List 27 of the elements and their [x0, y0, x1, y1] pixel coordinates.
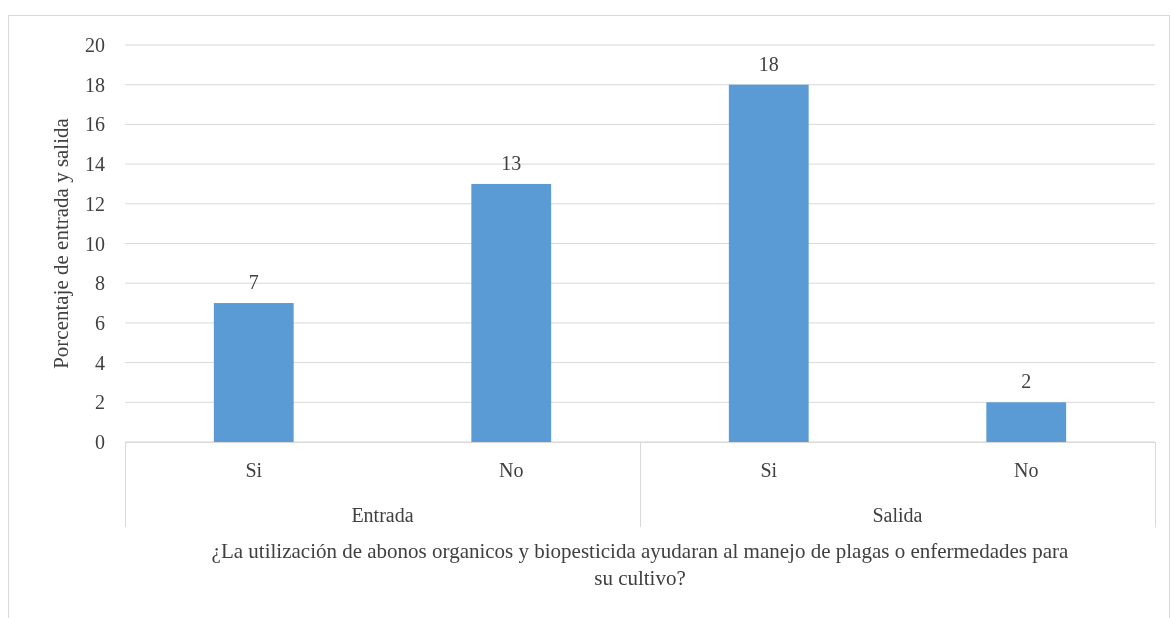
y-tick-label: 14: [85, 153, 105, 176]
y-tick-label: 16: [85, 113, 105, 136]
data-label: 18: [758, 52, 779, 75]
data-label: 13: [501, 151, 522, 174]
x-tick-label: No: [499, 459, 524, 481]
y-tick-label: 10: [85, 232, 105, 255]
text: Entrada: [351, 504, 414, 526]
y-tick-label: 8: [95, 272, 105, 295]
y-tick-label: 6: [95, 311, 105, 334]
bar: [213, 303, 294, 442]
text: Salida: [872, 504, 923, 526]
y-tick-label: 12: [85, 192, 105, 215]
x-tick-label: No: [1014, 459, 1039, 481]
x-axis-title: ¿La utilización de abonos organicos y biopesticida ayudaran al manejo de plagas o enfermedades para su cultivo?: [211, 539, 1070, 590]
y-tick-label: 0: [95, 431, 105, 453]
y-axis-title: Porcentaje de entrada y salida: [49, 117, 73, 369]
y-tick-label: 20: [85, 34, 105, 56]
x-tick-label: Si: [245, 459, 263, 481]
data-label: 2: [1021, 370, 1032, 393]
y-tick-label: 18: [85, 73, 105, 96]
y-tick-label: 2: [95, 391, 105, 414]
x-tick-label: Si: [760, 459, 778, 481]
y-tick-label: 4: [95, 351, 105, 374]
data-label: 7: [248, 271, 259, 294]
bar: [728, 84, 809, 442]
bar: [471, 183, 552, 442]
bar: [986, 402, 1067, 442]
